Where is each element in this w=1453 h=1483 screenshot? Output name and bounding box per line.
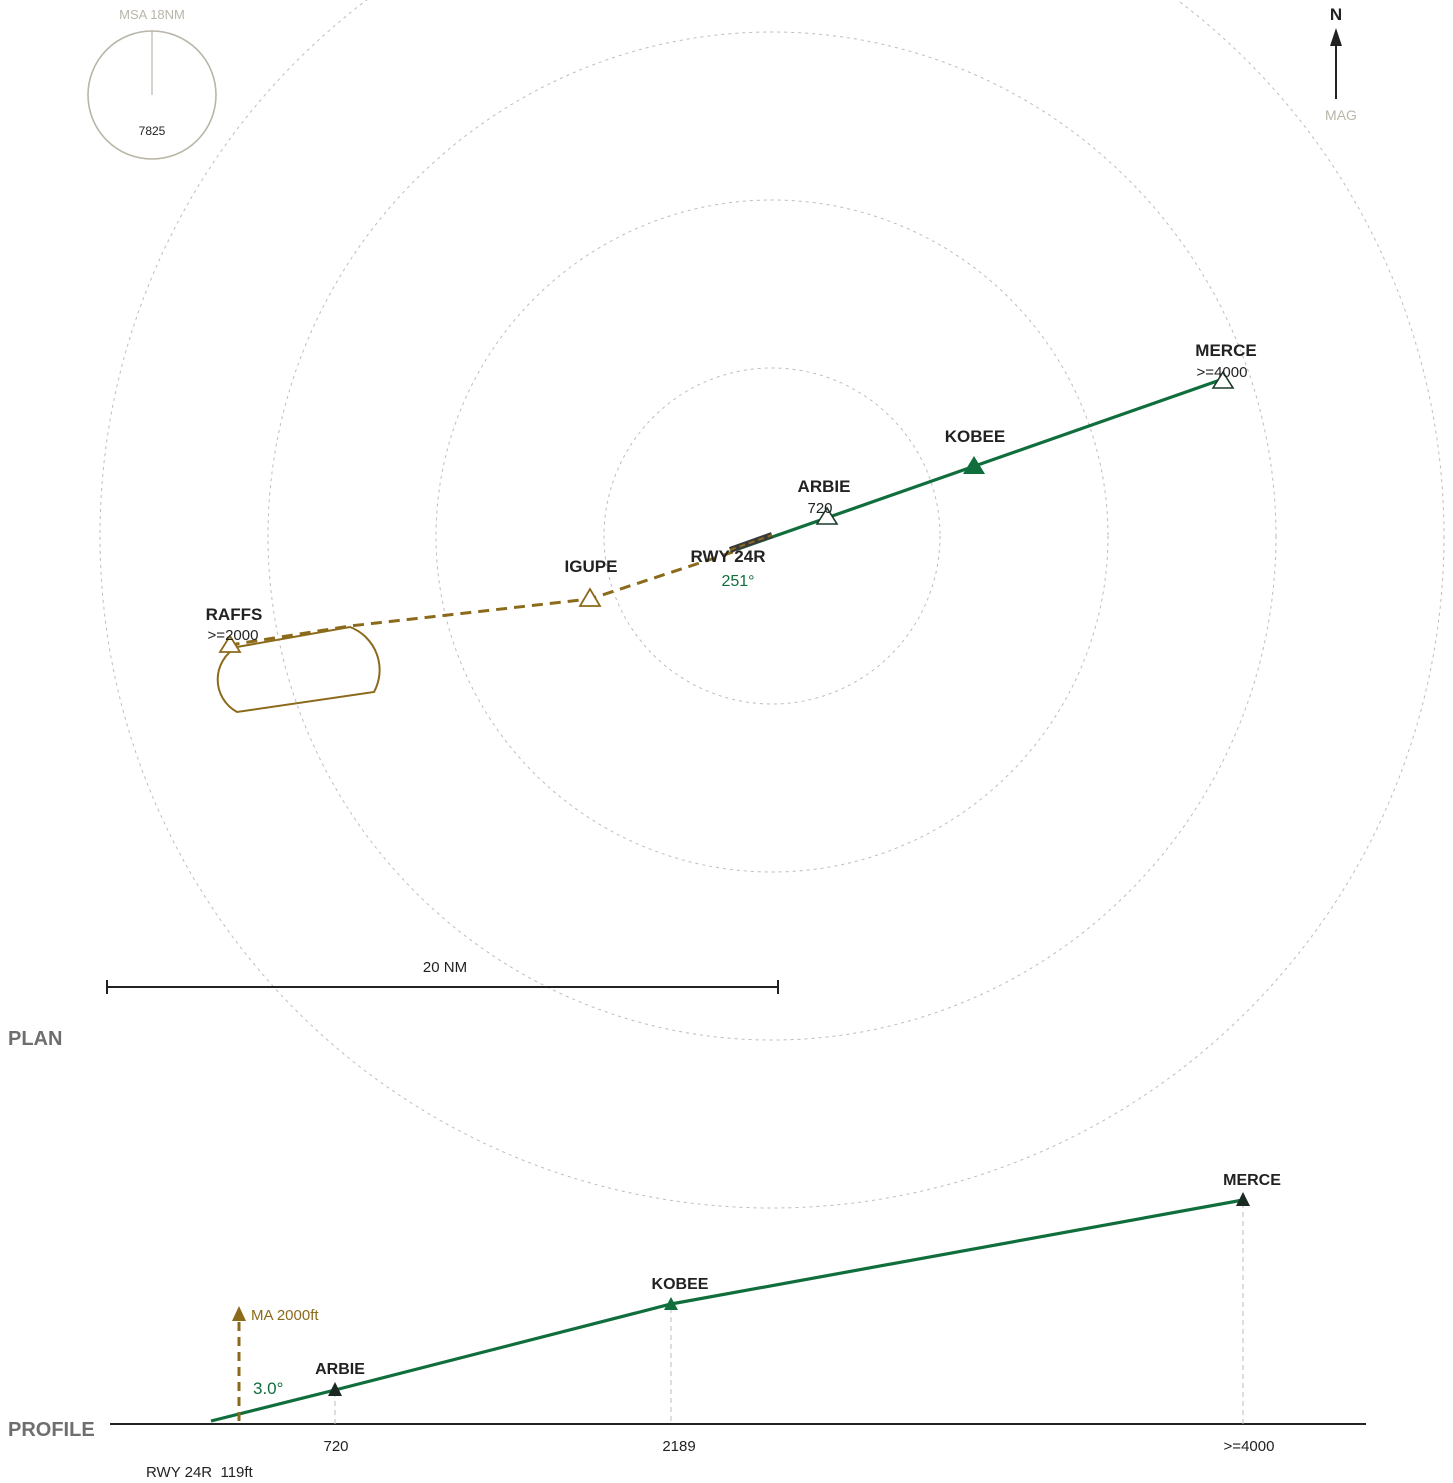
- final-approach-track: [737, 377, 1224, 551]
- fix-altitude: 2189: [662, 1438, 695, 1455]
- fix-altitude: >=4000: [1224, 1438, 1275, 1455]
- north-reference: MAG: [1325, 107, 1357, 123]
- fix-triangle-icon: [1236, 1192, 1250, 1206]
- waypoint-triangle-icon: [963, 456, 985, 474]
- glide-angle: 3.0°: [253, 1379, 283, 1398]
- msa-circle: MSA 18NM 7825: [87, 7, 217, 160]
- waypoint-triangle-icon: [578, 587, 602, 607]
- profile-section-label: PROFILE: [8, 1419, 95, 1441]
- waypoint-igupe[interactable]: IGUPE: [565, 557, 618, 607]
- waypoint-arbie[interactable]: ARBIE 720: [798, 477, 851, 525]
- plan-section-label: PLAN: [8, 1028, 62, 1050]
- waypoint-name: ARBIE: [798, 477, 851, 496]
- fix-name: MERCE: [1223, 1172, 1281, 1189]
- north-arrow: N MAG: [1325, 5, 1357, 123]
- range-rings: [99, 0, 1445, 1209]
- profile-fix-merce[interactable]: MERCE >=4000: [1223, 1172, 1281, 1455]
- waypoint-triangle-icon: [1211, 370, 1235, 389]
- scale-bar: [106, 980, 779, 994]
- waypoint-kobee[interactable]: KOBEE: [945, 427, 1005, 474]
- north-letter: N: [1330, 5, 1342, 24]
- fix-triangle-icon: [328, 1382, 342, 1396]
- missed-approach-arrow-icon: [232, 1306, 246, 1321]
- north-arrowhead-icon: [1330, 28, 1342, 46]
- missed-approach-label: MA 2000ft: [251, 1307, 319, 1324]
- fix-triangle-icon: [664, 1297, 678, 1310]
- fix-name: KOBEE: [652, 1276, 709, 1293]
- profile-drop-lines: [334, 1203, 1244, 1424]
- waypoint-altitude: 720: [807, 500, 832, 517]
- msa-label: MSA 18NM: [119, 7, 185, 22]
- waypoint-name: MERCE: [1195, 341, 1256, 360]
- waypoint-merce[interactable]: MERCE >=4000: [1195, 341, 1257, 389]
- profile-runway-label: RWY 24R 119ft: [146, 1464, 254, 1481]
- range-ring-4: [99, 0, 1445, 1209]
- holding-pattern: [216, 625, 381, 714]
- scale-label: 20 NM: [423, 959, 467, 976]
- range-ring-1: [603, 367, 941, 705]
- msa-value: 7825: [139, 124, 166, 138]
- waypoint-triangle-icon: [815, 506, 839, 525]
- profile-view: MA 2000ft 3.0° ARBIE 720 KOBEE 2189 MERC…: [110, 1172, 1366, 1481]
- waypoint-name: KOBEE: [945, 427, 1005, 446]
- missed-approach-path: [216, 550, 734, 714]
- runway-24r: [728, 532, 774, 553]
- fix-altitude: 720: [323, 1438, 348, 1455]
- missed-approach-track: [229, 550, 734, 647]
- waypoint-raffs[interactable]: RAFFS >=2000: [206, 605, 263, 653]
- profile-fix-kobee[interactable]: KOBEE 2189: [652, 1276, 709, 1455]
- profile-descent-path: [210, 1198, 1244, 1423]
- runway-label: RWY 24R: [691, 547, 766, 566]
- waypoint-altitude: >=2000: [208, 627, 259, 644]
- waypoint-triangle-icon: [218, 634, 242, 653]
- waypoint-name: RAFFS: [206, 605, 263, 624]
- range-ring-3: [267, 31, 1277, 1041]
- waypoint-name: IGUPE: [565, 557, 618, 576]
- fix-name: ARBIE: [315, 1361, 365, 1378]
- waypoint-altitude: >=4000: [1197, 364, 1248, 381]
- runway-course: 251°: [721, 573, 754, 590]
- profile-fix-arbie[interactable]: ARBIE 720: [315, 1361, 365, 1455]
- range-ring-2: [435, 199, 1109, 873]
